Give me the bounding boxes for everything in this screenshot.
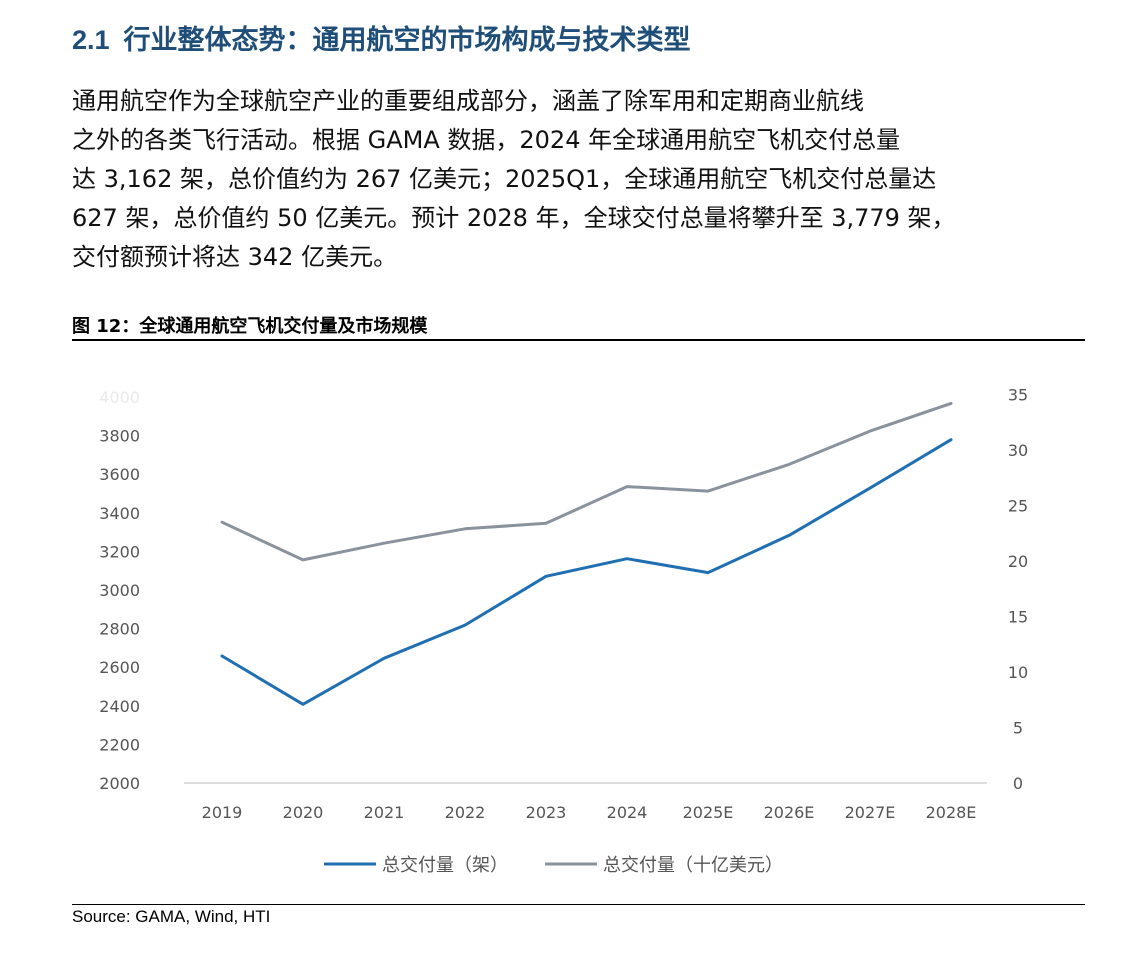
right-axis-tick-label: 25 xyxy=(1008,497,1028,516)
figure-title: 图 12：全球通用航空飞机交付量及市场规模 xyxy=(72,316,428,337)
series-line-units xyxy=(220,438,953,706)
left-axis-tick-label: 4000 xyxy=(99,388,140,407)
left-axis-tick-label: 2800 xyxy=(99,620,140,639)
right-axis-tick-label: 30 xyxy=(1008,441,1028,460)
right-axis-tick-label: 0 xyxy=(1013,774,1023,793)
x-axis-tick-label: 2027E xyxy=(845,803,896,822)
chart-axes: 2000 2200 2400 2600 2800 3000 3200 3400 3600 3800… xyxy=(99,386,1028,823)
x-axis-tick-label: 2021 xyxy=(364,803,405,822)
left-axis-tick-label: 3200 xyxy=(99,542,140,561)
body-paragraph: 通用航空作为全球航空产业的重要组成部分，涵盖了除军用和定期商业航线 之外的各类飞… xyxy=(72,82,1088,277)
legend-label: 总交付量（十亿美元） xyxy=(603,855,783,876)
paragraph-line: 达 3,162 架，总价值约为 267 亿美元；2025Q1，全球通用航空飞机交… xyxy=(72,165,937,193)
left-axis-tick-label: 2200 xyxy=(99,735,140,754)
x-axis-tick-label: 2020 xyxy=(283,803,324,822)
left-axis-tick-label: 3000 xyxy=(99,581,140,600)
paragraph-line: 627 架，总价值约 50 亿美元。预计 2028 年，全球交付总量将攀升至 3… xyxy=(72,204,956,232)
figure-source: Source: GAMA, Wind, HTI xyxy=(72,907,271,926)
right-axis-tick-label: 35 xyxy=(1008,386,1028,405)
line-chart: 2000 2200 2400 2600 2800 3000 3200 3400 3600 3800… xyxy=(99,386,1028,877)
section-title: 行业整体态势：通用航空的市场构成与技术类型 xyxy=(123,25,691,56)
left-axis-tick-label: 3600 xyxy=(99,465,140,484)
figure-top-rule xyxy=(72,339,1085,341)
x-axis-tick-label: 2022 xyxy=(445,803,486,822)
x-axis-tick-label: 2024 xyxy=(607,803,648,822)
chart-series xyxy=(220,401,953,706)
paragraph-line: 之外的各类飞行活动。根据 GAMA 数据，2024 年全球通用航空飞机交付总量 xyxy=(72,126,901,154)
section-number: 2.1 xyxy=(72,25,110,55)
right-axis-tick-label: 15 xyxy=(1008,608,1028,627)
right-axis-tick-label: 20 xyxy=(1008,552,1028,571)
legend-label: 总交付量（架） xyxy=(382,855,508,876)
x-axis-tick-label: 2026E xyxy=(764,803,815,822)
x-axis-tick-label: 2023 xyxy=(526,803,567,822)
left-axis-tick-label: 3800 xyxy=(99,427,140,446)
left-axis-tick-label: 2000 xyxy=(99,774,140,793)
right-axis-tick-label: 10 xyxy=(1008,663,1028,682)
x-axis-tick-label: 2025E xyxy=(683,803,734,822)
right-axis-tick-label: 5 xyxy=(1013,719,1023,738)
paragraph-line: 通用航空作为全球航空产业的重要组成部分，涵盖了除军用和定期商业航线 xyxy=(72,87,864,115)
section-heading: 2.1 行业整体态势：通用航空的市场构成与技术类型 xyxy=(72,18,691,57)
x-axis-tick-label: 2019 xyxy=(202,803,243,822)
chart-legend: 总交付量（架） 总交付量（十亿美元） xyxy=(324,855,783,876)
figure-bottom-rule xyxy=(72,904,1085,905)
x-axis-tick-label: 2028E xyxy=(926,803,977,822)
paragraph-line: 交付额预计将达 342 亿美元。 xyxy=(72,243,398,271)
left-axis-tick-label: 3400 xyxy=(99,504,140,523)
series-line-value xyxy=(220,401,953,562)
left-axis-tick-label: 2400 xyxy=(99,697,140,716)
left-axis-tick-label: 2600 xyxy=(99,658,140,677)
